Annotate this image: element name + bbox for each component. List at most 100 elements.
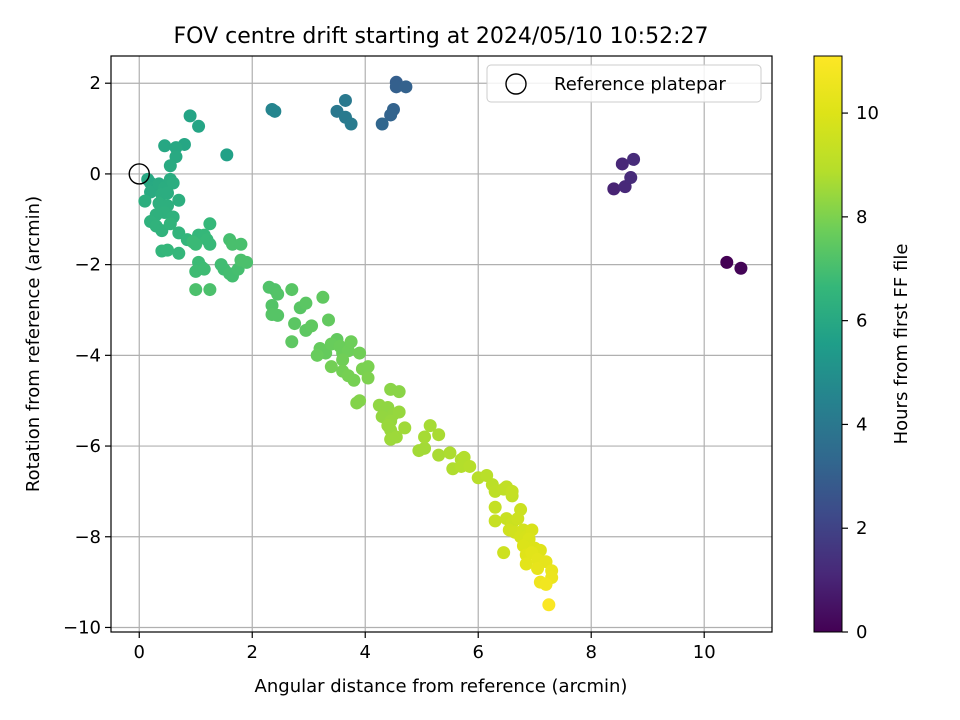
legend-label: Reference platepar: [554, 74, 726, 95]
data-point: [268, 104, 282, 118]
data-point: [423, 419, 437, 433]
data-point: [505, 484, 519, 498]
x-axis-ticks: 0 2 4 6 8 10: [134, 632, 716, 663]
data-point: [344, 117, 358, 131]
data-point: [160, 186, 174, 200]
data-point: [299, 296, 313, 310]
colorbar-tick-label: 10: [856, 103, 879, 124]
y-axis-label: Rotation from reference (arcmin): [23, 196, 44, 492]
data-point: [324, 360, 338, 374]
data-point: [220, 148, 234, 162]
data-point: [627, 152, 641, 166]
data-point: [399, 80, 413, 94]
data-point: [192, 119, 206, 133]
data-points: [128, 75, 748, 612]
data-point: [624, 171, 638, 185]
x-tick-label: 10: [693, 642, 716, 663]
data-point: [389, 80, 403, 94]
colorbar-gradient: [813, 55, 843, 633]
data-point: [542, 598, 556, 612]
data-point: [163, 159, 177, 173]
x-tick-label: 0: [134, 642, 145, 663]
data-point: [497, 546, 511, 560]
reference-marker: [128, 163, 150, 185]
data-point: [265, 298, 279, 312]
data-point: [384, 108, 398, 122]
data-point: [375, 117, 389, 131]
colorbar: 0 2 4 6 8 10 Hours from first FF file: [813, 55, 912, 643]
colorbar-label: Hours from first FF file: [891, 244, 912, 445]
data-point: [463, 459, 477, 473]
chart-title: FOV centre drift starting at 2024/05/10 …: [174, 24, 709, 49]
data-point: [186, 235, 200, 249]
data-point: [240, 255, 254, 269]
data-point: [734, 261, 748, 275]
data-point: [418, 430, 432, 444]
data-point: [288, 317, 302, 331]
data-point: [615, 157, 629, 171]
data-point: [338, 93, 352, 107]
y-axis-ticks: 2 0 −2 −4 −6 −8 −10: [63, 73, 111, 638]
data-point: [539, 577, 553, 591]
legend-marker-icon: [505, 73, 527, 95]
data-point: [353, 346, 367, 360]
data-point: [519, 557, 533, 571]
colorbar-tick-label: 8: [856, 207, 867, 228]
data-point: [392, 405, 406, 419]
data-point: [347, 373, 361, 387]
x-tick-label: 8: [585, 642, 596, 663]
data-point: [361, 360, 375, 374]
data-point: [511, 512, 525, 526]
grid-lines: [111, 56, 772, 632]
data-point: [607, 182, 621, 196]
data-point: [432, 428, 446, 442]
colorbar-tick-label: 4: [856, 414, 867, 435]
data-point: [203, 237, 217, 251]
data-point: [169, 141, 183, 155]
data-point: [488, 514, 502, 528]
data-point: [720, 255, 734, 269]
data-point: [189, 283, 203, 297]
data-point: [336, 353, 350, 367]
data-point: [285, 335, 299, 349]
data-point: [160, 243, 174, 257]
data-point: [305, 319, 319, 333]
data-point: [361, 371, 375, 385]
data-point: [183, 109, 197, 123]
data-point: [163, 217, 177, 231]
y-tick-label: 0: [90, 164, 101, 185]
data-point: [271, 308, 285, 322]
data-point: [418, 441, 432, 455]
data-point: [234, 237, 248, 251]
y-tick-label: −4: [74, 345, 101, 366]
data-point: [322, 313, 336, 327]
data-point: [443, 446, 457, 460]
data-point: [316, 290, 330, 304]
data-point: [203, 283, 217, 297]
y-tick-label: −8: [74, 527, 101, 548]
data-point: [158, 139, 172, 153]
data-point: [353, 394, 367, 408]
y-tick-label: −10: [63, 617, 101, 638]
x-tick-label: 4: [360, 642, 371, 663]
data-point: [398, 421, 412, 435]
data-point: [488, 500, 502, 514]
colorbar-tick-label: 0: [856, 622, 867, 643]
data-point: [531, 562, 545, 576]
plot-frame: [110, 55, 773, 633]
data-point: [392, 385, 406, 399]
x-tick-label: 2: [247, 642, 258, 663]
legend-box: [486, 64, 762, 103]
data-point: [172, 246, 186, 260]
data-point: [389, 430, 403, 444]
data-point: [197, 262, 211, 276]
colorbar-tick-label: 6: [856, 311, 867, 332]
x-tick-label: 6: [472, 642, 483, 663]
data-point: [138, 194, 152, 208]
data-point: [344, 335, 358, 349]
colorbar-ticks: 0 2 4 6 8 10: [842, 103, 879, 643]
x-axis-label: Angular distance from reference (arcmin): [255, 676, 628, 697]
data-point: [166, 176, 180, 190]
data-point: [271, 287, 285, 301]
y-tick-label: −6: [74, 436, 101, 457]
